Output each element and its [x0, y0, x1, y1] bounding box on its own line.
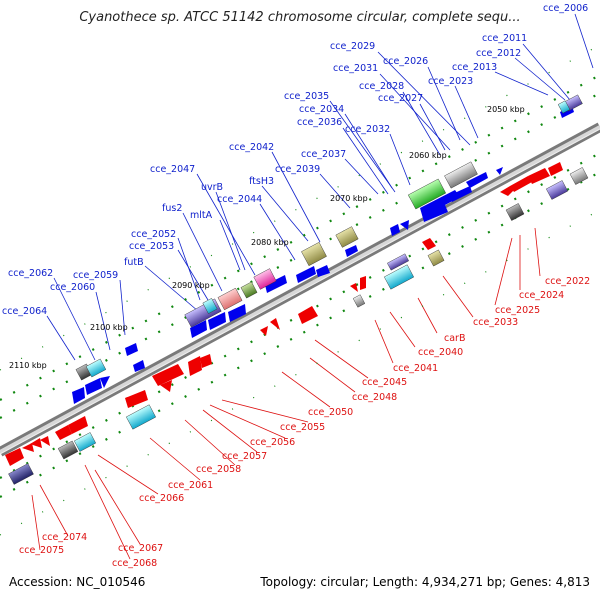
kbp-label: 2070 kbp — [330, 194, 368, 203]
bottom-callout-lines — [31, 227, 541, 560]
gene-label: cce_2074 — [42, 532, 87, 543]
kbp-label: 2060 kbp — [409, 151, 447, 160]
gene-label: cce_2037 — [301, 149, 346, 160]
gene-label: cce_2066 — [139, 493, 184, 504]
gene-label: cce_2028 — [359, 81, 404, 92]
gene-label: futB — [124, 257, 144, 268]
gene-label: cce_2026 — [383, 56, 428, 67]
gene-label: cce_2027 — [378, 93, 423, 104]
kbp-label: 2050 kbp — [487, 105, 525, 114]
gene-label: cce_2047 — [150, 164, 195, 175]
gene-label: cce_2055 — [280, 422, 325, 433]
gene-label: cce_2023 — [428, 76, 473, 87]
kbp-label: 2110 kbp — [9, 361, 47, 370]
gene-label: cce_2052 — [131, 229, 176, 240]
gene-label: cce_2068 — [112, 558, 157, 569]
map-title: Cyanothece sp. ATCC 51142 chromosome cir… — [79, 10, 521, 25]
gene-label: fus2 — [162, 203, 182, 214]
gene-label: cce_2035 — [284, 91, 329, 102]
gene-label: cce_2062 — [8, 268, 53, 279]
gene-label: cce_2022 — [545, 276, 590, 287]
gene-label: cce_2061 — [168, 480, 213, 491]
gene-label: cce_2033 — [473, 317, 518, 328]
gene-label: cce_2031 — [333, 63, 378, 74]
gene-label: carB — [444, 333, 465, 344]
feature-blocks — [8, 94, 589, 485]
gene-label: uvrB — [201, 182, 223, 193]
gene-label: cce_2045 — [362, 377, 407, 388]
gene-label: cce_2024 — [519, 290, 564, 301]
gene-label: cce_2056 — [250, 437, 295, 448]
gene-label: cce_2057 — [222, 451, 267, 462]
gene-label: cce_2013 — [452, 62, 497, 73]
reverse-genes — [5, 162, 563, 466]
top-gene-labels: cce_2006 cce_2011 cce_2012 cce_2013 cce_… — [2, 3, 588, 317]
gene-label: cce_2034 — [299, 104, 344, 115]
gene-label: cce_2059 — [73, 270, 118, 281]
gene-label: cce_2053 — [129, 241, 174, 252]
kbp-label: 2080 kbp — [251, 238, 289, 247]
gene-label: cce_2040 — [418, 347, 463, 358]
gene-label: cce_2041 — [393, 363, 438, 374]
gene-label: cce_2032 — [345, 124, 390, 135]
gene-label: cce_2039 — [275, 164, 320, 175]
gene-label: cce_2075 — [19, 545, 64, 556]
bottom-gene-labels: cce_2022 cce_2024 cce_2025 cce_2033 carB… — [19, 276, 590, 569]
gene-label: cce_2011 — [482, 33, 527, 44]
gene-label: cce_2067 — [118, 543, 163, 554]
gene-label: cce_2064 — [2, 306, 47, 317]
gene-label: cce_2006 — [543, 3, 588, 14]
gene-label: mltA — [190, 210, 213, 221]
kbp-label: 2100 kbp — [90, 323, 128, 332]
gene-label: cce_2025 — [495, 305, 540, 316]
gene-label: cce_2058 — [196, 464, 241, 475]
gene-label: cce_2048 — [352, 392, 397, 403]
gene-label: ftsH3 — [249, 176, 274, 187]
kbp-scale-labels: 2050 kbp 2060 kbp 2070 kbp 2080 kbp 2090… — [9, 105, 525, 370]
gene-label: cce_2042 — [229, 142, 274, 153]
kbp-label: 2090 kbp — [172, 281, 210, 290]
gene-label: cce_2036 — [297, 117, 342, 128]
topology-summary: Topology: circular; Length: 4,934,271 bp… — [260, 575, 590, 589]
chromosome-backbone — [0, 122, 600, 457]
gene-label: cce_2050 — [308, 407, 353, 418]
gene-label: cce_2060 — [50, 282, 95, 293]
top-callout-lines — [46, 13, 594, 361]
forward-genes — [72, 106, 574, 404]
gene-label: cce_2012 — [476, 48, 521, 59]
gene-label: cce_2044 — [217, 194, 262, 205]
accession-text: Accession: NC_010546 — [9, 575, 146, 589]
gene-label: cce_2029 — [330, 41, 375, 52]
